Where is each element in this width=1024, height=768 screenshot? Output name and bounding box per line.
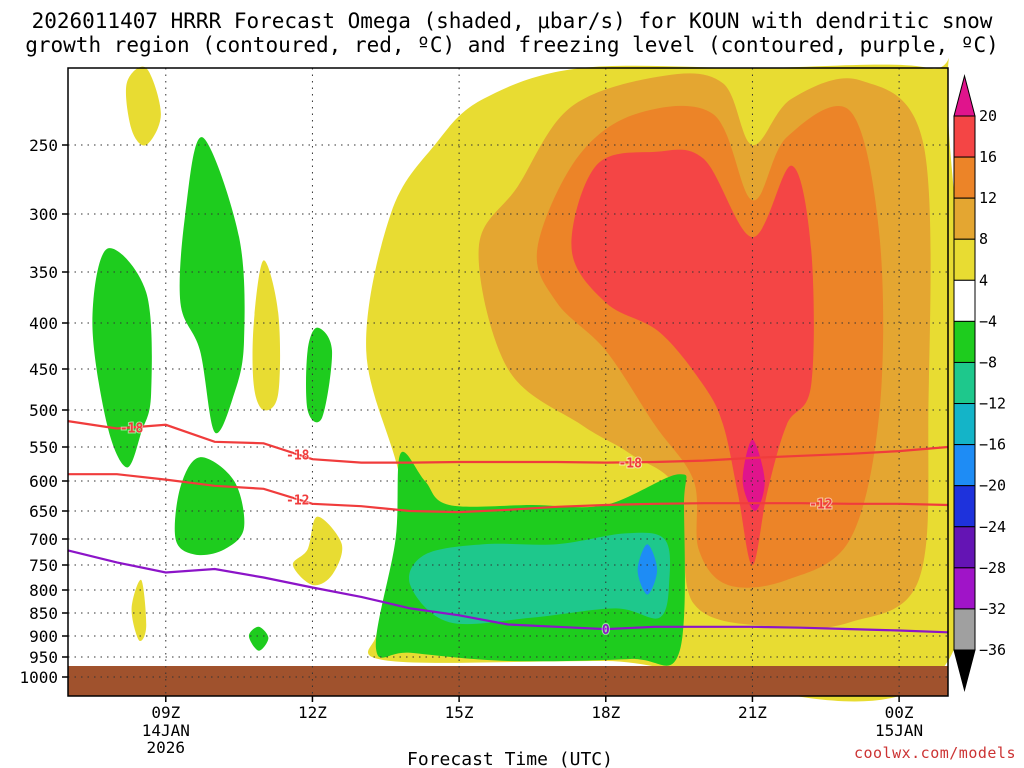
contour-line-1: [67, 420, 949, 464]
chart-title-line2: growth region (contoured, red, ºC) and f…: [25, 33, 999, 57]
colorbar-label: −28: [979, 559, 1006, 577]
y-tick-label: 500: [29, 401, 58, 420]
colorbar-bin: [953, 279, 976, 322]
y-tick-label: 800: [29, 581, 58, 600]
y-tick-label: 250: [29, 136, 58, 155]
colorbar-bin: [953, 485, 976, 528]
colorbar-label: 12: [979, 189, 997, 207]
colorbar-bottom-arrow: [953, 649, 976, 692]
omega-patch-3: [125, 66, 161, 146]
y-tick-label: 650: [29, 502, 58, 521]
colorbar-label: 8: [979, 230, 988, 248]
x-tick-label: 18Z: [591, 703, 620, 722]
contour-label: -12: [809, 497, 832, 512]
plot-area: -18 -18 -18 -12 -12 0: [67, 56, 975, 702]
y-tick-label: 300: [29, 205, 58, 224]
omega-region-10: [179, 137, 245, 434]
y-tick-label: 850: [29, 604, 58, 623]
contour-line-2: [68, 473, 949, 514]
colorbar-label: −8: [979, 353, 997, 371]
omega-patch-6: [248, 626, 269, 651]
colorbar-label: −4: [979, 312, 997, 330]
x-tick-label: 12Z: [298, 703, 327, 722]
omega-shading-layer: [92, 56, 975, 702]
plot-frame: [67, 67, 949, 697]
colorbar-label: −36: [979, 641, 1006, 659]
contour-label: 0: [602, 623, 610, 638]
y-tick-label: 750: [29, 556, 58, 575]
x-tick-label: 21Z: [738, 703, 767, 722]
contour-layer: -18 -18 -18 -12 -12 0: [67, 420, 949, 639]
y-tick-label: 1000: [19, 668, 58, 687]
omega-region-11: [174, 457, 245, 556]
colorbar-bin: [953, 156, 976, 199]
omega-region-9: [92, 248, 152, 468]
omega-region-8: [637, 544, 658, 595]
colorbar-bin: [953, 197, 976, 240]
colorbar-label: −16: [979, 436, 1006, 454]
y-tick-label: 700: [29, 530, 58, 549]
x-tick-label: 09Z: [151, 703, 180, 722]
ground-surface: [68, 666, 948, 696]
colorbar-bin: [953, 567, 976, 610]
x-tick-date: 14JAN: [142, 721, 190, 740]
x-tick-label: 15Z: [445, 703, 474, 722]
colorbar-bin: [953, 526, 976, 569]
colorbar-label: −24: [979, 518, 1006, 536]
contour-line-3: [67, 549, 949, 634]
x-tick-year: 2026: [147, 738, 186, 757]
colorbar-bin: [953, 444, 976, 487]
contour-label: -18: [618, 456, 642, 471]
colorbar-bin: [953, 361, 976, 405]
colorbar-bin: [953, 403, 976, 446]
colorbar: 20 16 12 8 4 −4 −8 −12 −16 −20 −24 −28 −32 −36: [953, 74, 1006, 692]
y-tick-label: 450: [29, 360, 58, 379]
colorbar-label: 4: [979, 271, 988, 289]
colorbar-label: 20: [979, 107, 997, 125]
colorbar-bin: [953, 320, 976, 363]
credit-text: coolwx.com/models: [854, 744, 1016, 762]
contour-label: -18: [120, 421, 144, 436]
contour-label: -18: [286, 449, 310, 464]
colorbar-top-arrow: [953, 74, 976, 117]
colorbar-label: −20: [979, 477, 1006, 495]
x-tick-date: 15JAN: [875, 721, 923, 740]
omega-patch-2: [292, 516, 343, 586]
grid-lines: [68, 68, 948, 696]
y-tick-label: 550: [29, 438, 58, 457]
colorbar-label: −12: [979, 395, 1006, 413]
y-tick-label: 600: [29, 472, 58, 491]
y-axis: 250 300 350 400 450 500 550 600 650 700 750 800 850 9…: [19, 136, 68, 687]
colorbar-bin: [953, 608, 976, 651]
y-tick-label: 350: [29, 263, 58, 282]
omega-patch-5: [306, 327, 333, 423]
y-tick-label: 400: [29, 314, 58, 333]
colorbar-label: 16: [979, 148, 997, 166]
colorbar-bin: [953, 238, 976, 281]
y-tick-label: 950: [29, 648, 58, 667]
omega-patch-4: [131, 579, 147, 641]
y-tick-label: 900: [29, 627, 58, 646]
x-axis-label: Forecast Time (UTC): [407, 749, 613, 768]
colorbar-bin: [953, 115, 976, 158]
colorbar-label: −32: [979, 600, 1006, 618]
x-tick-label: 00Z: [885, 703, 914, 722]
omega-region-7: [408, 532, 671, 625]
omega-patch-1: [252, 260, 281, 411]
chart-title-line1: 2026011407 HRRR Forecast Omega (shaded, …: [32, 9, 993, 33]
contour-label: -12: [286, 493, 309, 508]
